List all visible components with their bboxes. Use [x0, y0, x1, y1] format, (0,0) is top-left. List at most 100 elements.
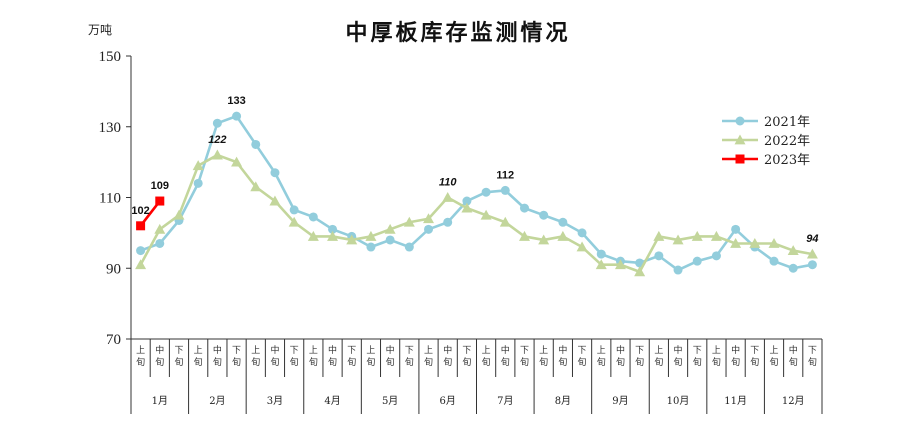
data-point	[461, 202, 473, 213]
data-point	[231, 156, 243, 167]
legend-item-1: 2022年	[722, 134, 810, 149]
data-point	[500, 185, 510, 195]
period-label: 中	[731, 344, 740, 356]
data-point	[136, 246, 146, 256]
month-label: 7月	[497, 395, 513, 407]
period-label: 下	[693, 346, 702, 356]
data-point	[232, 111, 242, 121]
period-suffix-label: 旬	[770, 356, 779, 368]
data-point	[634, 266, 646, 277]
period-label: 下	[462, 346, 471, 356]
data-point	[424, 224, 434, 234]
data-point	[577, 228, 587, 238]
data-point	[193, 178, 203, 188]
month-label: 12月	[782, 395, 805, 407]
period-suffix-label: 旬	[290, 356, 299, 368]
legend: 2021年 2022年 2023年	[722, 115, 810, 168]
period-label: 上	[136, 345, 145, 356]
month-label: 9月	[612, 395, 628, 407]
data-point	[365, 230, 377, 241]
unit-label: 万吨	[88, 23, 112, 37]
data-point	[289, 205, 299, 215]
data-label: 133	[227, 95, 245, 107]
period-label: 中	[501, 344, 510, 356]
y-axis: 70 90 110 130 150	[99, 49, 132, 348]
period-suffix-label: 旬	[539, 356, 548, 368]
data-point	[154, 223, 166, 234]
month-label: 11月	[724, 395, 747, 407]
data-point	[654, 251, 664, 261]
series-line	[140, 114, 813, 272]
data-point	[806, 248, 818, 259]
period-label: 上	[251, 345, 260, 356]
data-point	[307, 230, 319, 241]
period-label: 下	[290, 346, 299, 356]
month-label: 3月	[267, 395, 283, 407]
data-point	[576, 241, 588, 252]
data-point	[538, 234, 550, 245]
data-point	[155, 196, 165, 206]
period-suffix-label: 旬	[270, 356, 279, 368]
period-label: 上	[366, 345, 375, 356]
data-point	[327, 230, 339, 241]
period-suffix-label: 旬	[194, 356, 203, 368]
period-label: 上	[654, 345, 663, 356]
data-point	[673, 265, 683, 275]
period-suffix-label: 旬	[501, 356, 510, 368]
data-point	[595, 259, 607, 270]
series-layer	[135, 111, 818, 277]
period-suffix-label: 旬	[616, 356, 625, 368]
data-point	[807, 260, 817, 270]
data-point	[749, 237, 761, 248]
legend-label: 2021年	[764, 115, 810, 130]
period-suffix-label: 旬	[654, 356, 663, 368]
legend-item-0: 2021年	[722, 115, 810, 130]
period-label: 上	[770, 345, 779, 356]
month-label: 4月	[324, 395, 340, 407]
period-label: 中	[386, 344, 395, 356]
data-point	[558, 217, 568, 227]
period-suffix-label: 旬	[462, 356, 471, 368]
period-label: 下	[578, 346, 587, 356]
data-point	[735, 154, 745, 164]
legend-item-2: 2023年	[722, 153, 810, 168]
data-point	[385, 235, 395, 245]
period-label: 上	[712, 345, 721, 356]
data-point	[734, 134, 746, 145]
period-suffix-label: 旬	[232, 356, 241, 368]
period-suffix-label: 旬	[424, 356, 433, 368]
data-point	[735, 116, 745, 126]
period-suffix-label: 旬	[520, 356, 529, 368]
y-tick-label: 110	[99, 191, 121, 207]
period-label: 中	[558, 344, 567, 356]
month-label: 2月	[209, 395, 225, 407]
data-point	[614, 259, 626, 270]
legend-label: 2023年	[764, 153, 810, 168]
period-label: 中	[789, 344, 798, 356]
period-suffix-label: 旬	[635, 356, 644, 368]
period-suffix-label: 旬	[309, 356, 318, 368]
data-point	[136, 221, 146, 231]
period-label: 中	[155, 344, 164, 356]
data-point	[384, 223, 396, 234]
data-point	[173, 209, 185, 220]
period-suffix-label: 旬	[347, 356, 356, 368]
month-label: 5月	[382, 395, 398, 407]
data-point	[499, 216, 511, 227]
data-point	[251, 139, 261, 149]
period-suffix-label: 旬	[789, 356, 798, 368]
data-point	[328, 224, 338, 234]
period-suffix-label: 旬	[155, 356, 164, 368]
data-point	[288, 216, 300, 227]
period-label: 下	[405, 346, 414, 356]
data-label: 122	[208, 134, 226, 146]
data-point	[653, 230, 665, 241]
data-point	[730, 237, 742, 248]
data-point	[691, 230, 703, 241]
y-tick-label: 150	[99, 49, 122, 65]
period-label: 下	[174, 346, 183, 356]
data-label: 110	[439, 177, 457, 189]
period-label: 中	[443, 344, 452, 356]
period-suffix-label: 旬	[443, 356, 452, 368]
data-point	[787, 245, 799, 255]
